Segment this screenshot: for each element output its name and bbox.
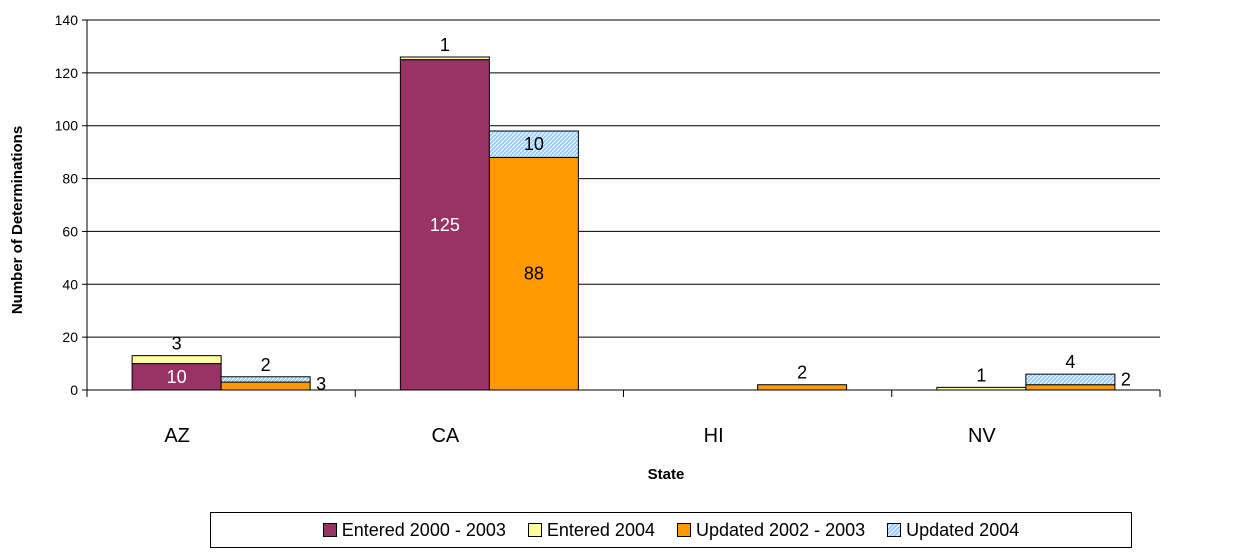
legend-label: Entered 2004	[546, 519, 655, 540]
legend-item: Entered 2004	[527, 519, 655, 541]
y-tick-label: 20	[62, 329, 78, 345]
data-label: 1	[440, 35, 450, 55]
gridlines	[87, 19, 1160, 338]
bar-segment	[757, 384, 848, 391]
data-label: 10	[167, 367, 187, 387]
legend-swatch	[887, 523, 902, 537]
data-labels: 10 3 3 2 125 1 88 10 2 1 2 4	[167, 35, 1131, 394]
bar-segment	[488, 130, 579, 158]
y-tick-label: 100	[55, 118, 79, 134]
legend-label: Entered 2000 - 2003	[341, 519, 506, 540]
bar-segment	[1025, 373, 1116, 386]
data-label: 3	[172, 334, 182, 354]
x-tick-label: HI	[704, 425, 724, 447]
legend-label: Updated 2004	[906, 519, 1020, 540]
axes: 0 20 40 60 80 100 120 140 AZ CA HI NV	[55, 12, 1161, 447]
data-label: 2	[1121, 370, 1131, 390]
bar-segment	[220, 376, 311, 383]
x-tick-label: NV	[968, 425, 996, 447]
bars	[131, 56, 1116, 391]
data-label: 3	[316, 374, 326, 394]
legend: Entered 2000 - 2003 Entered 2004 Updated 2…	[210, 512, 1132, 548]
bar-segment	[1025, 384, 1116, 391]
y-tick-label: 140	[55, 12, 79, 28]
data-label: 4	[1065, 352, 1075, 372]
x-tick-label: CA	[431, 425, 459, 447]
y-tick-label: 120	[55, 65, 79, 81]
y-tick-label: 40	[62, 276, 78, 292]
x-tick-label: AZ	[164, 425, 190, 447]
legend-label: Updated 2002 - 2003	[695, 519, 866, 540]
data-label: 2	[261, 355, 271, 375]
legend-swatch	[322, 523, 337, 537]
y-tick-label: 60	[62, 223, 78, 239]
y-tick-label: 80	[62, 171, 78, 187]
legend-item: Updated 2004	[887, 520, 1019, 541]
data-label: 125	[430, 215, 460, 235]
data-label: 88	[524, 264, 544, 284]
legend-item: Entered 2000 - 2003	[322, 519, 506, 541]
data-label: 1	[976, 365, 986, 385]
data-label: 2	[797, 363, 807, 383]
legend-swatch	[676, 523, 691, 537]
bar-segment	[399, 56, 490, 61]
y-axis-title: Number of Determinations	[9, 126, 26, 314]
bar-segment	[399, 59, 490, 391]
y-tick-label: 0	[70, 382, 78, 398]
bar-segment	[488, 156, 579, 391]
data-label: 10	[524, 134, 544, 154]
legend-swatch	[527, 523, 542, 537]
bar-segment	[220, 381, 311, 391]
x-axis-title: State	[648, 466, 685, 483]
bar-segment	[131, 355, 222, 365]
legend-item: Updated 2002 - 2003	[676, 519, 866, 541]
